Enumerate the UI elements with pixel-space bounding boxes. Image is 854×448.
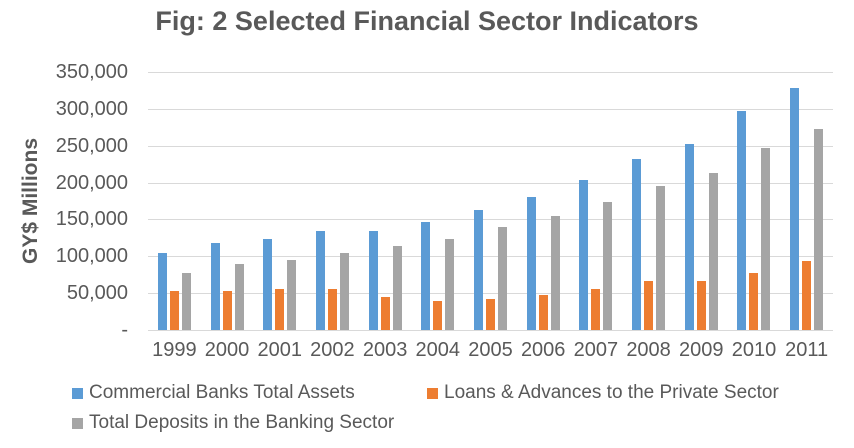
- bar: [222, 290, 232, 330]
- y-tick-label: 50,000: [66, 282, 128, 305]
- bar: [485, 299, 495, 330]
- y-axis-title: GY$ Millions: [19, 137, 42, 265]
- bar-group-2009: [675, 72, 728, 330]
- bar: [538, 295, 548, 330]
- x-tick-label: 2006: [520, 339, 566, 361]
- x-tick-label: 2002: [310, 339, 355, 361]
- bar-group-2011: [780, 72, 833, 330]
- gridline: [148, 108, 833, 110]
- bar: [802, 261, 812, 330]
- bar: [157, 253, 167, 330]
- bar: [790, 87, 800, 330]
- bar: [761, 147, 771, 330]
- y-tick-label: 250,000: [55, 134, 128, 157]
- y-tick-label: 150,000: [55, 208, 128, 231]
- bar: [181, 273, 191, 330]
- bar: [368, 230, 378, 330]
- bar: [169, 290, 179, 330]
- x-tick-label: 2003: [362, 339, 408, 361]
- bar-group-2006: [517, 72, 570, 330]
- bar: [644, 280, 654, 330]
- gridline: [148, 293, 833, 295]
- gridline: [148, 256, 833, 258]
- chart-title: Fig: 2 Selected Financial Sector Indicat…: [155, 6, 699, 36]
- legend-item: Total Deposits in the Banking Sector: [72, 412, 395, 433]
- gridline: [148, 72, 833, 73]
- bar: [392, 246, 402, 330]
- legend-item: Loans & Advances to the Private Sector: [427, 382, 779, 403]
- bar: [421, 222, 431, 330]
- bar: [234, 263, 244, 330]
- y-tick-label: 300,000: [55, 97, 128, 120]
- bar-group-2005: [464, 72, 517, 330]
- bar: [275, 289, 285, 330]
- bar-group-2004: [411, 72, 464, 330]
- bar: [579, 180, 589, 330]
- bar: [210, 243, 220, 330]
- bar: [591, 288, 601, 330]
- y-tick-label: 100,000: [55, 245, 128, 268]
- bar: [473, 210, 483, 330]
- x-tick-label: 2004: [415, 339, 461, 361]
- bar-group-2002: [306, 72, 359, 330]
- legend-item: Commercial Banks Total Assets: [72, 382, 355, 403]
- gridline: [148, 145, 833, 147]
- bar: [708, 172, 718, 330]
- y-tick-label: -: [121, 319, 128, 341]
- legend-label: Loans & Advances to the Private Sector: [444, 382, 779, 403]
- bar: [445, 238, 455, 330]
- bar: [550, 215, 560, 330]
- bar-group-2003: [359, 72, 412, 330]
- legend-label: Commercial Banks Total Assets: [89, 382, 355, 403]
- bar: [603, 201, 613, 330]
- bar: [327, 288, 337, 330]
- legend-marker-icon: [72, 417, 83, 429]
- x-tick-label: 2009: [679, 339, 724, 361]
- bar: [339, 252, 349, 330]
- bar: [380, 297, 390, 330]
- x-tick-label: 2008: [626, 339, 671, 361]
- bar-group-2010: [728, 72, 781, 330]
- legend-marker-icon: [427, 387, 438, 399]
- bar: [287, 259, 297, 330]
- x-tick-label: 2007: [573, 339, 619, 361]
- bar-group-2007: [570, 72, 623, 330]
- bar: [497, 227, 507, 330]
- legend-marker-icon: [72, 387, 83, 399]
- bar: [263, 238, 273, 330]
- bar-group-2008: [622, 72, 675, 330]
- x-tick-label: 1999: [152, 339, 197, 361]
- gridline: [148, 330, 833, 331]
- bar: [684, 143, 694, 330]
- x-tick-label: 2011: [785, 339, 829, 361]
- bar: [696, 280, 706, 330]
- bar: [433, 300, 443, 330]
- bar: [315, 230, 325, 330]
- x-tick-label: 2001: [257, 339, 302, 361]
- bar: [814, 128, 824, 330]
- plot-area: [148, 72, 833, 331]
- legend-label: Total Deposits in the Banking Sector: [89, 412, 395, 433]
- bar: [737, 111, 747, 330]
- bar: [632, 158, 642, 330]
- gridline: [148, 219, 833, 221]
- bar-group-2000: [201, 72, 254, 330]
- x-tick-label: 2010: [731, 339, 777, 361]
- gridline: [148, 182, 833, 184]
- bar-group-2001: [253, 72, 306, 330]
- y-tick-label: 200,000: [55, 171, 128, 194]
- bar: [656, 186, 666, 330]
- x-tick-label: 2005: [468, 339, 513, 361]
- bar-group-1999: [148, 72, 201, 330]
- x-tick-label: 2000: [204, 339, 250, 361]
- bar: [749, 272, 759, 330]
- bar: [526, 196, 536, 330]
- y-tick-label: 350,000: [55, 61, 128, 83]
